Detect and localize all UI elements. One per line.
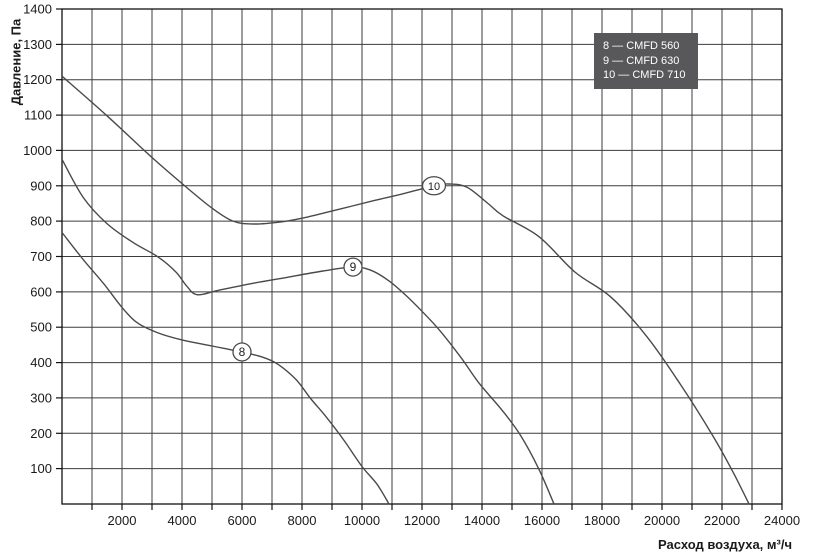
legend-entry-cmfd-630: 9 — CMFD 630 — [603, 54, 680, 67]
y-tick-labels: 100 200 300 400 500 600 700 800 900 1000 1100 1200 1… — [23, 2, 52, 477]
curve-marker-9: 9 — [343, 257, 363, 277]
x-tick-labels: 2000 4000 6000 8000 10000 12000 14000 16000 1800… — [108, 513, 801, 528]
curve-marker-8: 8 — [232, 342, 252, 362]
svg-text:10000: 10000 — [344, 513, 380, 528]
svg-text:1100: 1100 — [24, 108, 52, 123]
y-axis-title: Давление, Па — [8, 18, 24, 106]
svg-text:16000: 16000 — [524, 513, 560, 528]
svg-text:1300: 1300 — [23, 37, 52, 52]
axis-ticks — [56, 8, 783, 510]
svg-text:300: 300 — [30, 390, 52, 405]
chart-legend: 8 — CMFD 560 9 — CMFD 630 10 — CMFD 710 — [594, 33, 698, 89]
svg-text:20000: 20000 — [644, 513, 680, 528]
svg-text:24000: 24000 — [764, 513, 800, 528]
svg-text:8000: 8000 — [288, 513, 317, 528]
svg-text:4000: 4000 — [168, 513, 197, 528]
svg-text:9: 9 — [350, 260, 357, 274]
svg-text:200: 200 — [30, 426, 52, 441]
curve-cmfd-560 — [61, 232, 390, 505]
svg-text:400: 400 — [30, 355, 52, 370]
curve-cmfd-630 — [61, 158, 555, 505]
svg-text:2000: 2000 — [108, 513, 137, 528]
svg-text:1000: 1000 — [23, 143, 52, 158]
svg-text:100: 100 — [30, 461, 52, 476]
svg-text:1200: 1200 — [23, 72, 52, 87]
svg-text:500: 500 — [30, 320, 52, 335]
svg-text:14000: 14000 — [464, 513, 500, 528]
curve-marker-10: 10 — [421, 176, 447, 196]
svg-text:600: 600 — [30, 284, 52, 299]
grid-lines — [62, 9, 782, 504]
svg-text:6000: 6000 — [228, 513, 257, 528]
x-axis-title: Расход воздуха, м³/ч — [658, 537, 792, 552]
curve-cmfd-710 — [61, 75, 750, 505]
svg-text:800: 800 — [30, 214, 52, 229]
svg-text:700: 700 — [30, 249, 52, 264]
svg-text:12000: 12000 — [404, 513, 440, 528]
legend-entry-cmfd-710: 10 — CMFD 710 — [603, 69, 686, 81]
svg-text:18000: 18000 — [584, 513, 620, 528]
svg-text:10: 10 — [428, 181, 440, 193]
svg-text:22000: 22000 — [704, 513, 740, 528]
svg-text:1400: 1400 — [23, 2, 52, 17]
svg-text:8: 8 — [239, 345, 246, 359]
svg-text:900: 900 — [30, 178, 52, 193]
legend-entry-cmfd-560: 8 — CMFD 560 — [603, 40, 680, 52]
